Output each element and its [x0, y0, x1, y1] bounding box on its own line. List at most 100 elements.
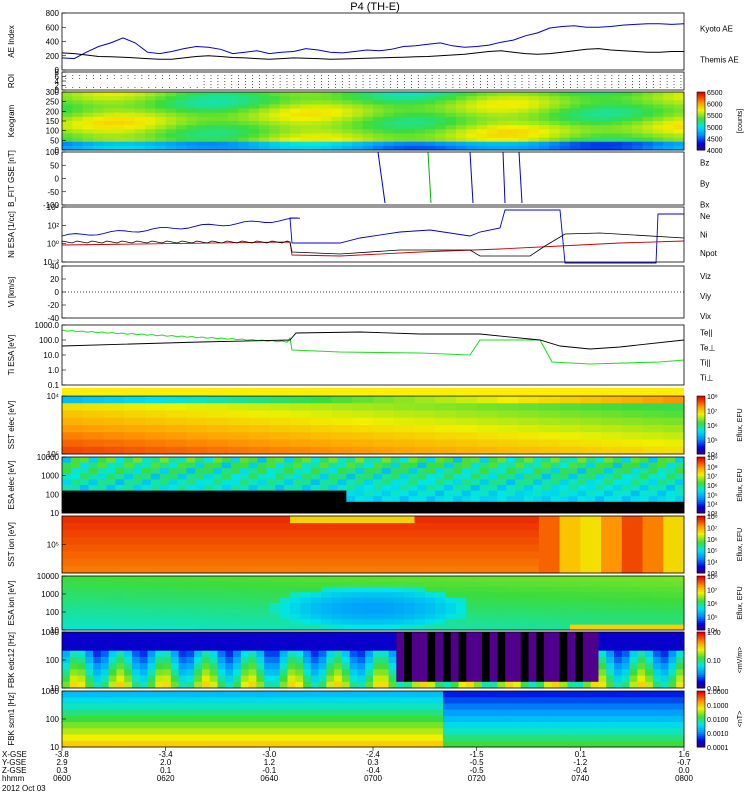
esa-i-cell — [507, 624, 519, 631]
roi-dot — [224, 87, 226, 88]
fbk-b-cell — [93, 691, 102, 698]
esa-e-cell — [630, 468, 640, 475]
fbk-e-cell — [124, 632, 133, 639]
bfit-legend-2: Bx — [700, 201, 709, 210]
esa-i-cell — [227, 624, 239, 631]
esa-i-cell — [435, 619, 446, 625]
roi-dot — [100, 87, 101, 88]
esa-i-cell — [331, 608, 343, 615]
fbk-e-cell — [341, 669, 351, 676]
fbk-e-cell — [365, 681, 374, 689]
fbk-e-cell — [310, 675, 319, 683]
esa-e-cell — [612, 457, 623, 463]
esa-e-cell — [479, 485, 489, 491]
fbk-b-cell — [497, 722, 506, 729]
esa-i-cell — [144, 613, 156, 620]
fbk-b-cell — [62, 722, 71, 729]
keogram-cell — [476, 145, 488, 151]
fbk-b-cell — [559, 709, 568, 717]
keogram-cell — [538, 125, 550, 130]
fbk-b-cell — [77, 709, 86, 717]
fbk-e-cell — [435, 650, 444, 658]
fbk-e-cell — [233, 638, 242, 645]
esa-e-cell — [204, 490, 214, 497]
fbk-e-cell — [155, 632, 164, 639]
esa-e-cell — [408, 496, 418, 503]
roi-dot — [217, 87, 219, 88]
esa-i-cell — [632, 619, 643, 625]
roi-dot — [148, 75, 150, 76]
sst-i-cell — [497, 544, 519, 553]
esa-e-cell — [364, 507, 374, 514]
keogram-cell — [528, 96, 540, 101]
keogram-colorbar-swatch — [697, 144, 705, 147]
fbk-b-cell — [396, 697, 405, 704]
sst-i-cell — [248, 565, 270, 574]
keogram-cell — [331, 121, 343, 126]
esa-e-cell — [88, 496, 98, 503]
sst-e-cell — [580, 446, 602, 455]
sst-e-cell — [663, 446, 685, 455]
esa-i-cell — [144, 597, 156, 604]
keogram-cell — [362, 96, 374, 101]
roi-dot — [238, 81, 240, 82]
fbk-b-cell — [264, 697, 273, 704]
fbk-b-cell — [62, 728, 71, 735]
fbk-b-cell — [217, 697, 226, 704]
esa_e-colorbar-tick: 10⁶ — [707, 483, 718, 490]
keogram-cell — [321, 145, 332, 151]
keogram-cell — [93, 96, 104, 101]
esa-i-cell — [176, 619, 187, 625]
roi-dot — [314, 78, 316, 79]
fbk-b-cell — [621, 722, 630, 729]
keogram-cell — [518, 96, 529, 101]
esa-e-cell — [195, 496, 205, 503]
fbk-e-cell — [100, 632, 110, 639]
sst-i-cell — [186, 558, 208, 567]
esa-i-cell — [207, 603, 218, 609]
fbk-b-cell — [170, 709, 180, 717]
fbk-e-cell — [575, 650, 584, 658]
esa-i-cell — [373, 586, 384, 593]
roi-dot — [590, 87, 592, 88]
sst-e-cell — [103, 410, 125, 419]
fbk-e-cell — [629, 669, 638, 676]
keogram-cell — [362, 112, 374, 118]
esa-e-cell — [177, 479, 187, 486]
fbk-b-cell — [365, 728, 374, 735]
bfit-frame — [61, 151, 685, 206]
esa-e-cell — [230, 507, 241, 514]
keogram-cell — [497, 96, 509, 101]
fbk-b-cell — [163, 703, 172, 711]
esa-e-cell — [106, 496, 116, 503]
fbk-e-cell — [365, 638, 374, 645]
fbk-e-cell — [341, 656, 351, 664]
fbk-b-cell — [248, 703, 257, 711]
sst-e-cell — [663, 410, 685, 419]
sst-i-cell — [414, 544, 436, 553]
temperature-ytick: 100.0 — [39, 336, 60, 345]
roi-dot — [556, 87, 557, 88]
keogram-cell — [362, 137, 374, 143]
roi-dot — [258, 75, 260, 76]
esa-i-cell — [601, 613, 612, 620]
sst-e-cell — [559, 410, 581, 419]
keogram-cell — [538, 145, 550, 151]
keogram-cell — [383, 104, 395, 109]
fbk-b-cell — [536, 703, 545, 711]
roi-dot — [383, 84, 385, 85]
keogram-cell — [445, 137, 457, 143]
esa-i-cell — [341, 603, 353, 609]
esa-i-cell — [93, 613, 104, 620]
keogram-cell — [652, 137, 664, 143]
fbk-b-cell — [108, 722, 117, 729]
fbk-e-cell — [131, 656, 141, 664]
keogram-cell — [569, 116, 581, 122]
keogram-cell — [580, 129, 592, 134]
fbk-e-cell — [147, 650, 156, 658]
fbk-e-cell — [435, 632, 444, 639]
fbk-b-cell — [287, 703, 296, 711]
keogram-cell — [82, 96, 94, 101]
esa-i-cell — [559, 592, 571, 598]
fbk-e-cell — [326, 632, 335, 639]
